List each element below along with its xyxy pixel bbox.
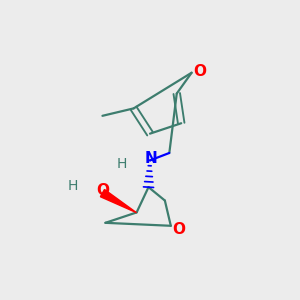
Text: O: O [193,64,206,79]
Text: H: H [68,179,78,193]
Text: H: H [117,157,127,171]
Polygon shape [100,190,136,213]
Text: O: O [172,222,185,237]
Text: O: O [96,183,109,198]
Text: N: N [145,152,158,166]
